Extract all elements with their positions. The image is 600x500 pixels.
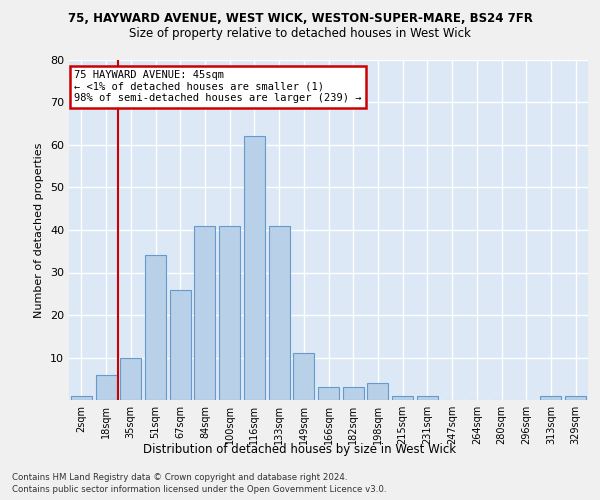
Bar — [343, 387, 364, 400]
Bar — [145, 256, 166, 400]
Text: Distribution of detached houses by size in West Wick: Distribution of detached houses by size … — [143, 442, 457, 456]
Text: Contains HM Land Registry data © Crown copyright and database right 2024.: Contains HM Land Registry data © Crown c… — [12, 472, 347, 482]
Bar — [541, 396, 562, 400]
Bar — [71, 396, 92, 400]
Y-axis label: Number of detached properties: Number of detached properties — [34, 142, 44, 318]
Bar — [293, 353, 314, 400]
Bar — [219, 226, 240, 400]
Bar — [120, 358, 141, 400]
Text: Contains public sector information licensed under the Open Government Licence v3: Contains public sector information licen… — [12, 485, 386, 494]
Bar — [318, 387, 339, 400]
Bar — [367, 383, 388, 400]
Bar — [392, 396, 413, 400]
Bar — [417, 396, 438, 400]
Bar — [170, 290, 191, 400]
Text: 75 HAYWARD AVENUE: 45sqm
← <1% of detached houses are smaller (1)
98% of semi-de: 75 HAYWARD AVENUE: 45sqm ← <1% of detach… — [74, 70, 362, 103]
Bar — [194, 226, 215, 400]
Bar — [95, 374, 116, 400]
Text: 75, HAYWARD AVENUE, WEST WICK, WESTON-SUPER-MARE, BS24 7FR: 75, HAYWARD AVENUE, WEST WICK, WESTON-SU… — [68, 12, 532, 26]
Text: Size of property relative to detached houses in West Wick: Size of property relative to detached ho… — [129, 28, 471, 40]
Bar — [565, 396, 586, 400]
Bar — [269, 226, 290, 400]
Bar — [244, 136, 265, 400]
